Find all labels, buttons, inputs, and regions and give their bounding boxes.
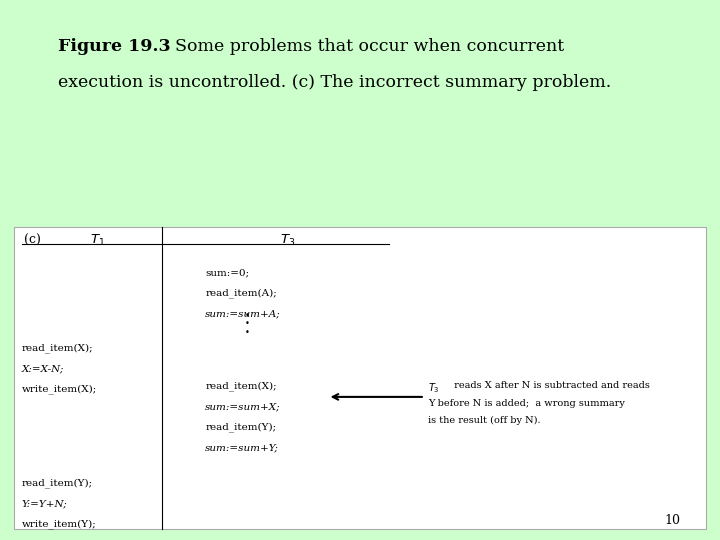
Text: •: •: [245, 328, 250, 336]
Text: write_item(X);: write_item(X);: [22, 384, 97, 394]
Text: sum:=sum+Y;: sum:=sum+Y;: [205, 443, 279, 452]
Text: write_item(Y);: write_item(Y);: [22, 519, 96, 529]
FancyBboxPatch shape: [14, 227, 706, 529]
Text: $T_3$: $T_3$: [280, 233, 296, 248]
Text: is the result (off by N).: is the result (off by N).: [428, 416, 541, 426]
Text: read_item(Y);: read_item(Y);: [22, 478, 93, 488]
Text: sum:=sum+X;: sum:=sum+X;: [205, 402, 281, 411]
Text: sum:=sum+A;: sum:=sum+A;: [205, 309, 281, 318]
Text: •: •: [245, 320, 250, 328]
Text: $T_{3}$: $T_{3}$: [428, 381, 440, 395]
Text: •: •: [245, 312, 250, 320]
Text: Y before N is added;  a wrong summary: Y before N is added; a wrong summary: [428, 399, 625, 408]
Text: 10: 10: [665, 514, 680, 526]
Text: X:=X-N;: X:=X-N;: [22, 364, 64, 373]
Text: read_item(A);: read_item(A);: [205, 288, 277, 298]
Text: read_item(X);: read_item(X);: [22, 343, 93, 353]
Text: execution is uncontrolled. (c) The incorrect summary problem.: execution is uncontrolled. (c) The incor…: [58, 74, 611, 91]
Text: read_item(Y);: read_item(Y);: [205, 422, 276, 432]
Text: (c): (c): [24, 234, 40, 247]
Text: read_item(X);: read_item(X);: [205, 381, 276, 391]
Text: reads X after N is subtracted and reads: reads X after N is subtracted and reads: [451, 381, 650, 390]
Text: Some problems that occur when concurrent: Some problems that occur when concurrent: [164, 38, 564, 55]
Text: Y:=Y+N;: Y:=Y+N;: [22, 500, 68, 508]
Text: sum:=0;: sum:=0;: [205, 268, 249, 277]
Text: $T_1$: $T_1$: [90, 233, 104, 248]
Text: Figure 19.3: Figure 19.3: [58, 38, 170, 55]
